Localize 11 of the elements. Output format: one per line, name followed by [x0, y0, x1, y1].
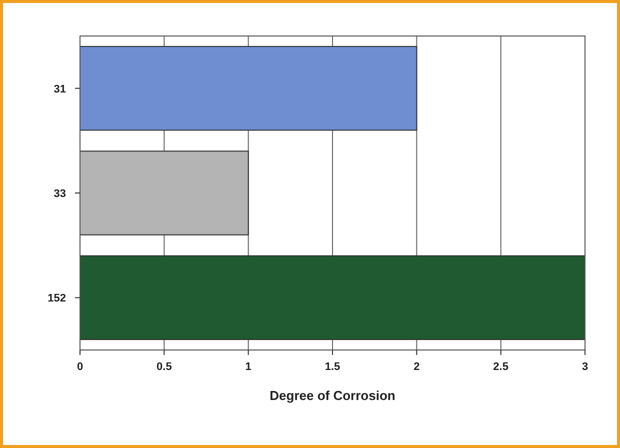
- x-tick-label: 3: [582, 361, 588, 373]
- y-tick-label: 31: [54, 83, 66, 96]
- y-tick-label: 152: [48, 292, 66, 305]
- x-axis-title: Degree of Corrosion: [270, 388, 396, 403]
- x-tick-label: 0.5: [156, 361, 172, 373]
- y-tick-label: 33: [54, 188, 66, 200]
- x-tick-label: 2: [414, 361, 420, 373]
- x-tick-label: 1: [245, 361, 252, 373]
- x-tick-label: 1.5: [324, 361, 340, 373]
- x-tick-label: 0: [76, 361, 84, 373]
- x-tick-label: 2.5: [493, 361, 508, 373]
